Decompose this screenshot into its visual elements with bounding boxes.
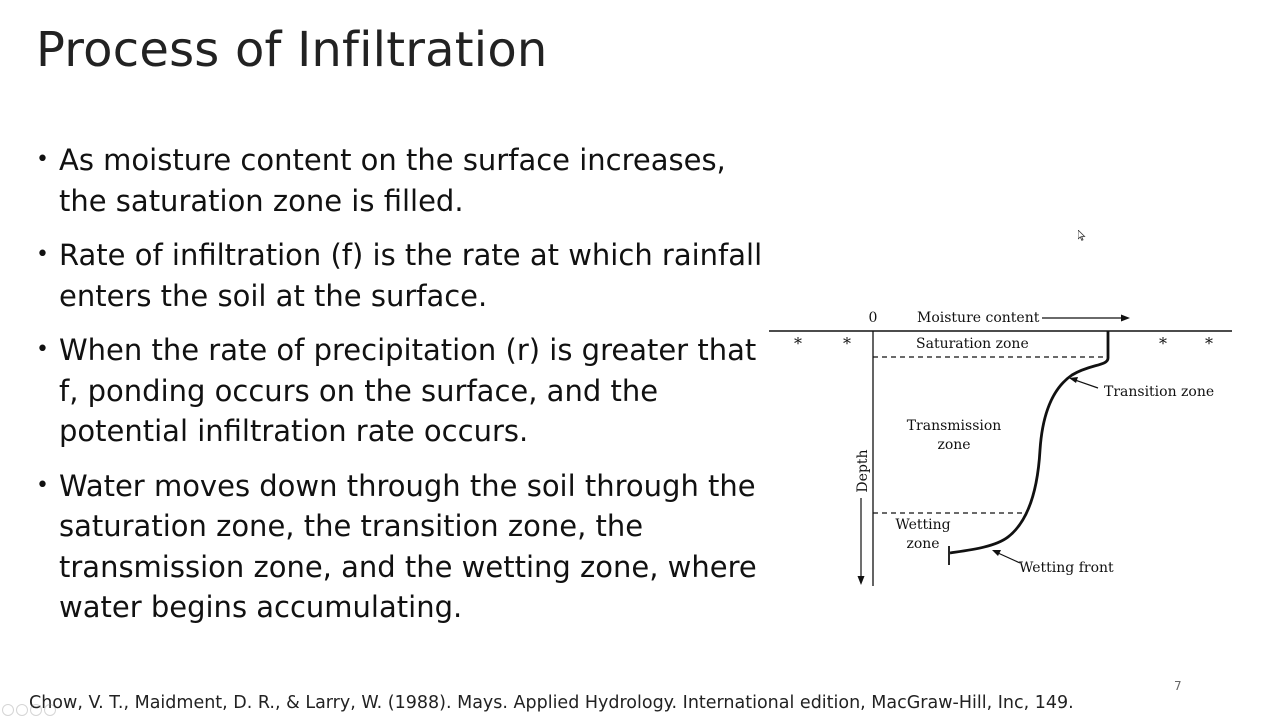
bullet-text: Rate of infiltration (f) is the rate at … <box>59 238 763 313</box>
wetting-zone-label: Wetting <box>895 517 950 533</box>
bullet-text: As moisture content on the surface incre… <box>59 143 726 218</box>
mouse-pointer-icon <box>1077 226 1086 245</box>
surface-mark: * <box>1159 334 1167 353</box>
transmission-zone-label: zone <box>937 437 970 453</box>
slide-nav-controls <box>2 704 56 716</box>
moisture-content-label: Moisture content <box>917 310 1040 326</box>
nav-menu-icon[interactable] <box>30 704 42 716</box>
surface-mark: * <box>794 334 802 353</box>
wetting-front-arrow-icon <box>992 550 1001 556</box>
citation: Chow, V. T., Maidment, D. R., & Larry, W… <box>29 693 1074 713</box>
bullet-item: • Rate of infiltration (f) is the rate a… <box>36 235 766 316</box>
wetting-front-arrow-line <box>997 552 1021 564</box>
depth-label: Depth <box>855 449 871 492</box>
transmission-zone-label: Transmission <box>907 418 1002 434</box>
infiltration-diagram-svg: * * * * 0 Moisture content Depth Saturat… <box>769 310 1232 586</box>
transition-arrow-icon <box>1069 377 1078 383</box>
saturation-zone-label: Saturation zone <box>916 336 1029 352</box>
bullet-text: Water moves down through the soil throug… <box>59 468 757 625</box>
transition-zone-label: Transition zone <box>1104 384 1214 400</box>
bullet-dot-icon: • <box>36 242 49 267</box>
bullet-list: • As moisture content on the surface inc… <box>36 140 766 642</box>
wetting-zone-label: zone <box>906 536 939 552</box>
moisture-profile-curve <box>949 331 1110 555</box>
nav-forward-icon[interactable] <box>16 704 28 716</box>
origin-label: 0 <box>869 310 878 326</box>
bullet-text: When the rate of precipitation (r) is gr… <box>59 333 757 448</box>
bullet-item: • When the rate of precipitation (r) is … <box>36 330 766 452</box>
nav-zoom-icon[interactable] <box>44 704 56 716</box>
page-number: 7 <box>1174 679 1182 693</box>
moisture-arrow-icon <box>1121 314 1130 322</box>
wetting-front-label: Wetting front <box>1019 560 1114 576</box>
bullet-dot-icon: • <box>36 147 49 172</box>
infiltration-diagram: * * * * 0 Moisture content Depth Saturat… <box>765 300 1240 595</box>
bullet-dot-icon: • <box>36 472 49 498</box>
transition-arrow-line <box>1074 379 1099 389</box>
bullet-item: • As moisture content on the surface inc… <box>36 140 766 221</box>
nav-back-icon[interactable] <box>2 704 14 716</box>
bullet-dot-icon: • <box>36 337 49 362</box>
surface-mark: * <box>843 334 851 353</box>
depth-arrow-icon <box>857 576 865 585</box>
surface-mark: * <box>1205 334 1213 353</box>
bullet-item: • Water moves down through the soil thro… <box>36 466 766 628</box>
slide-title: Process of Infiltration <box>36 22 548 78</box>
